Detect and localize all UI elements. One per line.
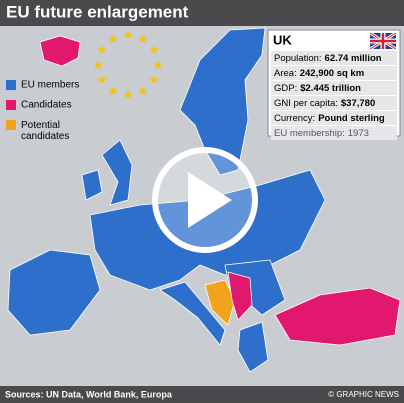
info-value: 1973: [348, 128, 369, 139]
italy: [159, 281, 226, 346]
star: [93, 60, 103, 69]
star: [97, 75, 107, 84]
info-label: Population:: [274, 53, 322, 64]
greece: [237, 321, 269, 373]
turkey: [274, 287, 401, 346]
map: [7, 27, 401, 373]
title-bar: [0, 0, 404, 26]
iberia: [7, 249, 101, 336]
info-value: $37,780: [341, 98, 375, 109]
star: [123, 90, 133, 99]
eu-stars: [93, 30, 163, 99]
star: [138, 34, 148, 44]
info-row: Area: 242,900 sq km: [274, 68, 364, 79]
info-label: Currency:: [274, 113, 315, 124]
legend-label: Candidates: [21, 100, 72, 111]
info-label: GNI per capita:: [274, 98, 338, 109]
legend-swatch: [6, 80, 16, 90]
info-label: GDP:: [274, 83, 297, 94]
ireland: [81, 169, 103, 201]
play-button[interactable]: [152, 147, 258, 253]
star: [108, 86, 118, 95]
legend: EU members Candidates Potential candidates: [6, 80, 79, 142]
star: [138, 86, 148, 95]
star: [123, 30, 133, 39]
country-name: UK: [273, 32, 292, 47]
iceland: [39, 35, 81, 67]
legend-label: EU members: [21, 80, 79, 91]
star: [108, 34, 118, 44]
info-row-bg: [271, 81, 397, 95]
legend-label: Potential candidates: [21, 120, 69, 142]
star: [97, 45, 107, 54]
footer-bar: [0, 386, 404, 403]
credit: © GRAPHIC NEWS: [328, 390, 399, 399]
info-row-bg: [271, 66, 397, 80]
scandinavia: [179, 27, 266, 176]
info-value: $2.445 trillion: [300, 83, 361, 94]
info-row: Population: 62.74 million: [274, 53, 382, 64]
info-row: GNI per capita: $37,780: [274, 98, 375, 109]
western-balkans: [204, 279, 236, 326]
star: [149, 75, 159, 84]
legend-swatch: [6, 120, 16, 130]
info-label: Area:: [274, 68, 297, 79]
uk-flag: [369, 31, 397, 51]
info-row: GDP: $2.445 trillion: [274, 83, 361, 94]
serbia: [227, 271, 253, 321]
info-value: 62.74 million: [325, 53, 382, 64]
info-row: Currency: Pound sterling: [274, 113, 385, 124]
info-panel: UK Population: 62.74 million Area: 242,900 …: [267, 29, 401, 140]
info-row-bg: [271, 126, 397, 140]
uk: [101, 139, 133, 206]
info-value: 242,900 sq km: [300, 68, 364, 79]
info-row-bg: [271, 51, 397, 65]
info-label: EU membership:: [274, 128, 345, 139]
sources: Sources: UN Data, World Bank, Europa: [5, 389, 173, 399]
info-row-bg: [271, 96, 397, 110]
info-value: Pound sterling: [318, 113, 385, 124]
info-row: EU membership: 1973: [274, 128, 369, 139]
star: [153, 60, 163, 69]
info-row-bg: [271, 111, 397, 125]
title: EU future enlargement: [6, 2, 189, 21]
star: [149, 45, 159, 54]
legend-swatch: [6, 100, 16, 110]
